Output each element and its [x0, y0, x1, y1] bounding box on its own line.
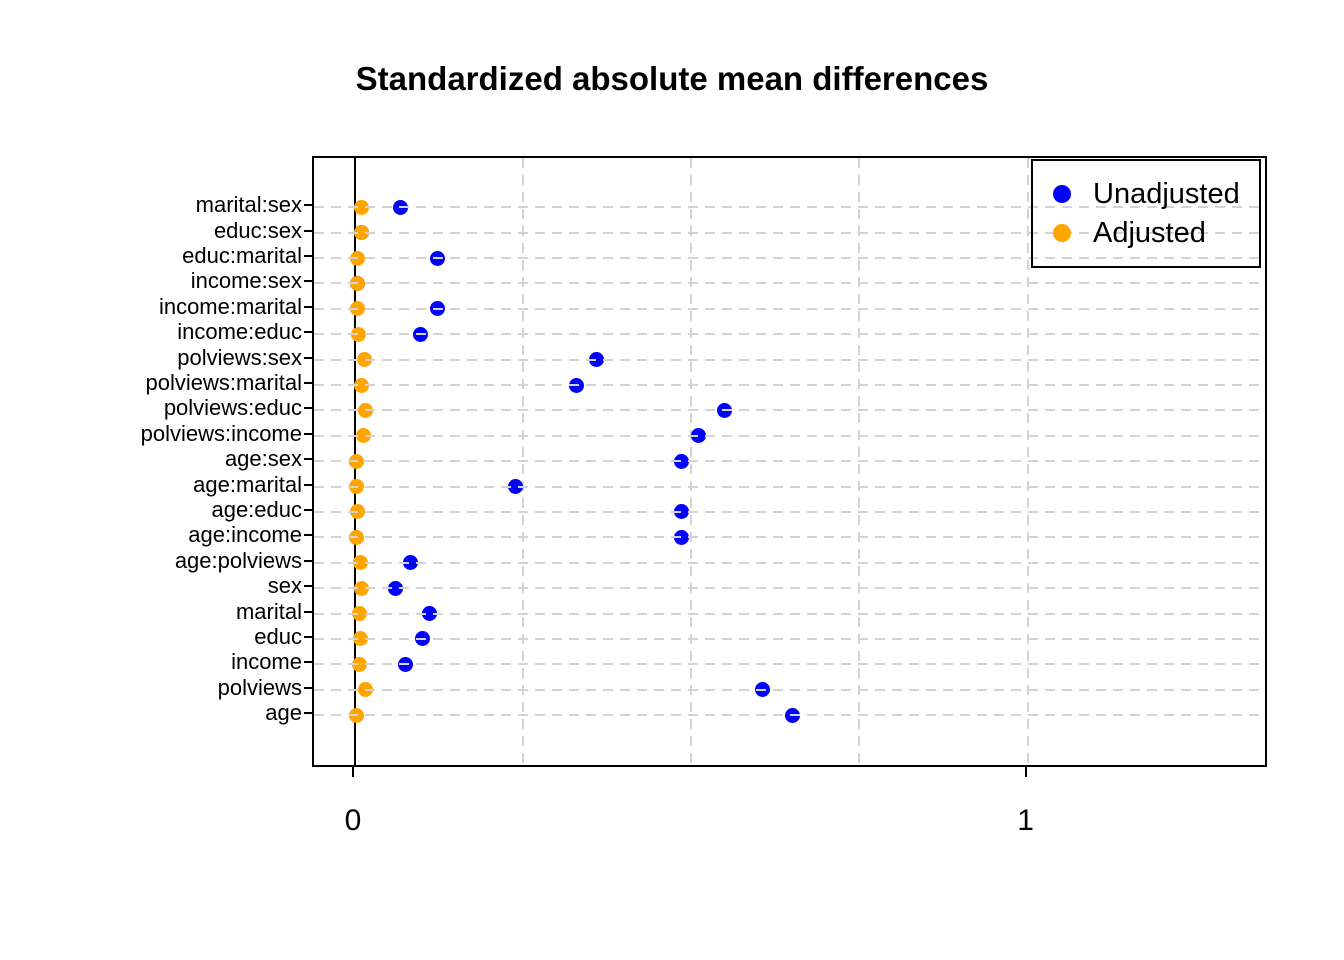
chart-title: Standardized absolute mean differences [355, 60, 989, 97]
y-axis-label: polviews:sex [177, 344, 302, 370]
y-axis-label: educ [254, 623, 302, 649]
y-axis-label: income:marital [158, 293, 302, 319]
legend-label: Adjusted [1093, 216, 1206, 249]
row-gridline [314, 587, 1265, 590]
y-axis-label: educ:marital [182, 243, 302, 269]
y-axis-tick [304, 508, 313, 511]
row-gridline [314, 384, 1265, 387]
y-axis-tick [304, 534, 313, 537]
row-gridline [314, 536, 1265, 539]
legend-item: Adjusted [1053, 217, 1259, 250]
legend-label: Unadjusted [1093, 177, 1240, 210]
y-axis-tick [304, 661, 313, 664]
y-axis-tick [304, 686, 313, 689]
plot-area: Unadjusted Adjusted [312, 156, 1267, 767]
legend-item: Unadjusted [1053, 178, 1259, 211]
y-axis-tick [304, 305, 313, 308]
y-axis-label: marital:sex [195, 192, 302, 218]
row-gridline [314, 257, 1265, 260]
legend-box: Unadjusted Adjusted [1031, 159, 1261, 268]
row-gridline [314, 333, 1265, 336]
y-axis-label: income [231, 649, 302, 675]
y-axis-label: age:polviews [174, 547, 302, 573]
y-axis-tick [304, 585, 313, 588]
y-axis-label: age [265, 700, 302, 726]
row-gridline [314, 561, 1265, 564]
x-axis-tick [1024, 765, 1027, 777]
y-axis-tick [304, 382, 313, 385]
y-axis-tick [304, 280, 313, 283]
y-axis-label: marital [235, 598, 302, 624]
row-gridline [314, 510, 1265, 513]
legend-marker-icon [1053, 185, 1071, 203]
y-axis-label: age:educ [211, 496, 302, 522]
row-gridline [314, 688, 1265, 691]
y-axis-tick [304, 483, 313, 486]
y-axis-tick [304, 255, 313, 258]
y-axis-tick [304, 407, 313, 410]
row-gridline [314, 663, 1265, 666]
y-axis-tick [304, 610, 313, 613]
y-axis-label: polviews:income [140, 420, 302, 446]
y-axis-label: income:educ [177, 319, 302, 345]
y-axis-tick [304, 229, 313, 232]
row-gridline [314, 231, 1265, 234]
y-axis-tick [304, 712, 313, 715]
row-gridline [314, 485, 1265, 488]
row-gridline [314, 206, 1265, 209]
row-gridline [314, 612, 1265, 615]
y-axis-label: age:sex [224, 446, 302, 472]
y-axis-label: age:income [188, 522, 302, 548]
row-gridline [314, 409, 1265, 412]
row-gridline [314, 460, 1265, 463]
y-axis-tick [304, 432, 313, 435]
row-gridline [314, 714, 1265, 717]
row-gridline [314, 307, 1265, 310]
row-gridline [314, 434, 1265, 437]
y-axis-label: income:sex [190, 268, 302, 294]
y-axis-tick [304, 204, 313, 207]
y-axis-label: polviews:marital [145, 370, 303, 396]
y-axis-label: polviews:educ [163, 395, 302, 421]
y-axis-tick [304, 458, 313, 461]
x-axis-tick-label: 0 [344, 804, 362, 837]
row-gridline [314, 282, 1265, 285]
x-axis-tick-label: 1 [1017, 804, 1034, 837]
row-gridline [314, 358, 1265, 361]
y-axis-label: polviews [217, 674, 302, 700]
y-axis-tick [304, 635, 313, 638]
y-axis-label: educ:sex [213, 217, 302, 243]
legend-marker-icon [1053, 224, 1071, 242]
y-axis-label: age:marital [193, 471, 302, 497]
x-axis-tick [352, 765, 355, 777]
y-axis-tick [304, 331, 313, 334]
row-gridline [314, 637, 1265, 640]
y-axis-tick [304, 559, 313, 562]
y-axis-tick [304, 356, 313, 359]
y-axis-label: sex [267, 573, 302, 599]
